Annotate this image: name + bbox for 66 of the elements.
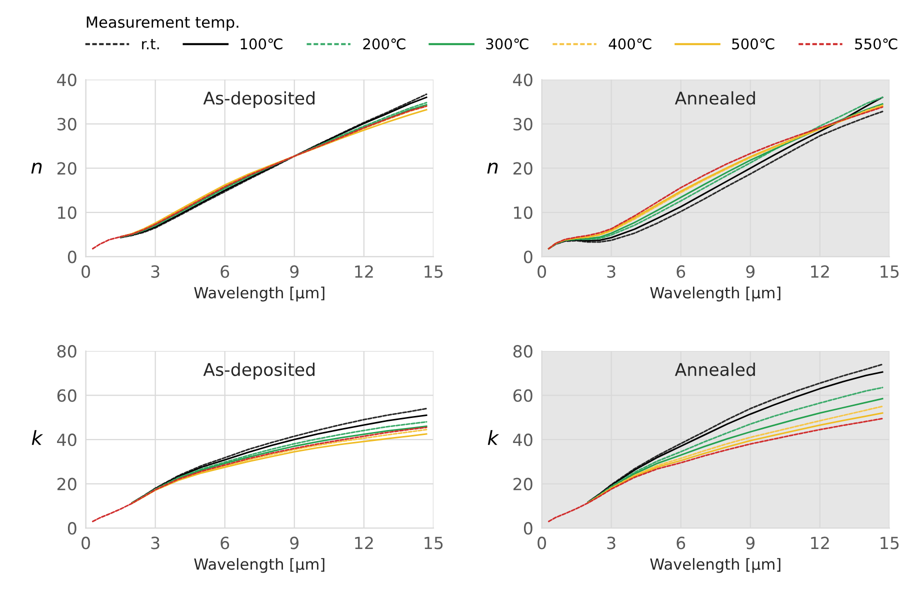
x-tick-label: 15 bbox=[424, 265, 443, 278]
x-tick-label: 0 bbox=[538, 265, 546, 278]
y-tick-label: 30 bbox=[58, 118, 76, 130]
y-tick-label: 0 bbox=[524, 250, 532, 264]
x-tick-label: 3 bbox=[151, 265, 160, 278]
y-tick-label: 0 bbox=[524, 522, 532, 535]
y-axis-title: n bbox=[487, 162, 498, 174]
text: Annealed bbox=[674, 362, 755, 376]
text: As-deposited bbox=[203, 362, 314, 380]
x-tick-label: 6 bbox=[676, 536, 686, 550]
legend-label: 300℃ bbox=[486, 38, 528, 50]
legend-label: 550℃ bbox=[855, 38, 898, 50]
x-axis-title: Wavelength [µm] bbox=[650, 286, 780, 302]
y-tick-label: 20 bbox=[513, 478, 532, 490]
y-tick-label: 40 bbox=[513, 434, 532, 446]
x-tick-label: 0 bbox=[82, 536, 90, 550]
y-tick-label: 40 bbox=[513, 74, 532, 86]
x-axis-title: Wavelength [µm] bbox=[194, 286, 324, 302]
x-tick-label: 0 bbox=[538, 536, 546, 550]
y-tick-label: 0 bbox=[68, 522, 76, 535]
x-tick-label: 12 bbox=[811, 265, 829, 278]
y-tick-label: 10 bbox=[58, 206, 76, 219]
x-tick-label: 6 bbox=[220, 536, 230, 550]
y-tick-label: 40 bbox=[57, 434, 76, 446]
x-tick-label: 9 bbox=[290, 265, 299, 278]
y-tick-label: 80 bbox=[57, 345, 76, 358]
x-tick-label: 12 bbox=[355, 265, 373, 278]
legend-label: 400℃ bbox=[608, 38, 652, 50]
x-tick-label: 12 bbox=[355, 536, 373, 550]
x-tick-label: 9 bbox=[746, 536, 755, 550]
y-axis-title: k bbox=[32, 430, 44, 445]
legend-label: r.t. bbox=[142, 38, 159, 50]
y-axis-title: n bbox=[31, 162, 42, 174]
y-tick-label: 10 bbox=[514, 206, 532, 219]
x-tick-label: 6 bbox=[220, 265, 230, 278]
line-series bbox=[548, 418, 884, 522]
text: As-deposited bbox=[203, 91, 314, 108]
line-series bbox=[92, 426, 428, 522]
y-tick-label: 20 bbox=[57, 478, 76, 490]
y-tick-label: 20 bbox=[513, 162, 532, 175]
x-tick-label: 3 bbox=[607, 536, 616, 550]
x-tick-label: 3 bbox=[607, 265, 616, 278]
y-axis-title: k bbox=[488, 430, 500, 445]
y-tick-label: 40 bbox=[57, 74, 76, 86]
y-tick-label: 60 bbox=[513, 389, 532, 402]
legend-label: 200℃ bbox=[363, 38, 406, 50]
y-tick-label: 0 bbox=[68, 250, 76, 264]
x-axis-title: Wavelength [µm] bbox=[650, 558, 780, 573]
x-tick-label: 0 bbox=[82, 265, 90, 278]
legend-label: 100℃ bbox=[240, 38, 282, 50]
y-tick-label: 30 bbox=[514, 118, 532, 130]
y-tick-label: 80 bbox=[513, 345, 532, 358]
y-tick-label: 20 bbox=[57, 162, 76, 175]
legend-label: 500℃ bbox=[732, 38, 774, 50]
x-tick-label: 9 bbox=[746, 265, 755, 278]
x-tick-label: 15 bbox=[424, 536, 443, 550]
text: Annealed bbox=[674, 91, 755, 105]
y-tick-label: 60 bbox=[57, 389, 76, 402]
x-axis-title: Wavelength [µm] bbox=[194, 558, 324, 573]
x-tick-label: 9 bbox=[290, 536, 299, 550]
legend-title: Measurement temp. bbox=[86, 16, 238, 31]
x-tick-label: 3 bbox=[151, 536, 160, 550]
x-tick-label: 6 bbox=[676, 265, 686, 278]
x-tick-label: 15 bbox=[880, 536, 899, 550]
x-tick-label: 15 bbox=[880, 265, 899, 278]
x-tick-label: 12 bbox=[811, 536, 829, 550]
